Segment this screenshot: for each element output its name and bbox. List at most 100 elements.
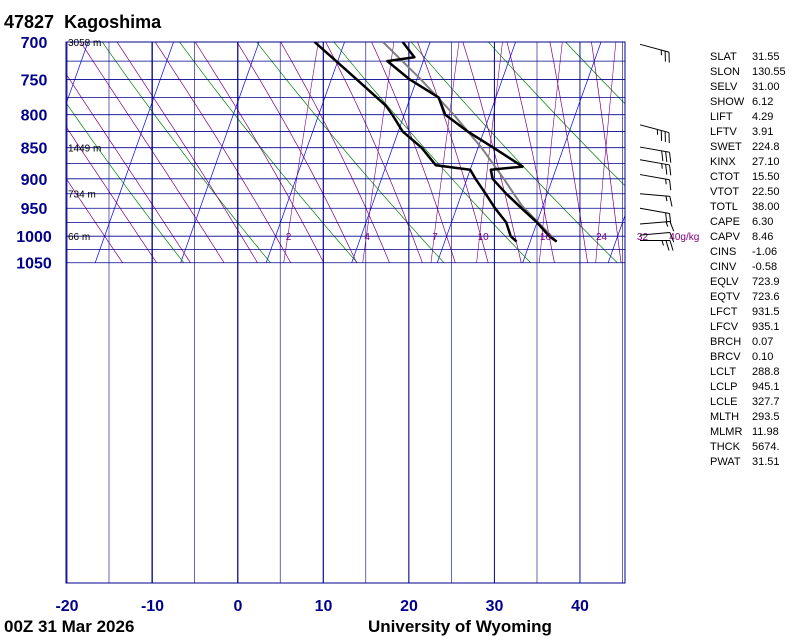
moist-adiabat-line bbox=[462, 42, 522, 263]
index-key: VTOT bbox=[710, 186, 740, 198]
dewpoint-profile-line bbox=[313, 42, 518, 243]
index-row: EQLV 723.9 bbox=[710, 275, 780, 290]
index-key: MLTH bbox=[710, 411, 740, 423]
index-key: LFCV bbox=[710, 321, 739, 333]
mixing-ratio-line bbox=[283, 42, 319, 263]
source-credit: University of Wyoming bbox=[368, 617, 552, 636]
index-value: -1.06 bbox=[752, 246, 778, 258]
moist-adiabat-line bbox=[154, 42, 292, 263]
wind-barb bbox=[639, 124, 670, 144]
moist-adiabat-line bbox=[549, 42, 588, 263]
height-label: 1449 m bbox=[68, 144, 101, 155]
wind-barb-half-flag bbox=[661, 240, 664, 246]
mixing-ratio-label: 4 bbox=[364, 232, 370, 243]
index-value: 31.55 bbox=[752, 51, 780, 63]
wind-barb-flag bbox=[665, 151, 668, 162]
wind-barb-half-flag bbox=[661, 163, 663, 169]
index-value: 3.91 bbox=[752, 126, 774, 138]
moist-adiabat-line bbox=[116, 42, 258, 263]
index-row: CAPE 6.30 bbox=[710, 215, 773, 230]
index-key: CAPV bbox=[710, 231, 740, 243]
index-row: LCLE 327.7 bbox=[710, 395, 780, 410]
y-tick-label: 750 bbox=[21, 73, 48, 90]
mixing-ratio-line bbox=[362, 42, 395, 263]
index-row: CTOT 15.50 bbox=[710, 170, 780, 185]
wind-barb-staff bbox=[639, 193, 670, 197]
wind-barb-half-flag bbox=[665, 221, 669, 227]
index-row: EQTV 723.6 bbox=[710, 290, 780, 305]
index-row: MLMR 11.98 bbox=[710, 425, 779, 440]
index-value: 6.12 bbox=[752, 96, 774, 108]
dry-adiabat-line bbox=[565, 42, 625, 105]
isotherm-line bbox=[94, 42, 174, 263]
index-row: CINV -0.58 bbox=[710, 260, 777, 275]
index-key: TOTL bbox=[710, 201, 738, 213]
wind-barb-flag bbox=[669, 221, 675, 232]
index-key: BRCV bbox=[710, 351, 741, 363]
isotherm-line bbox=[607, 214, 625, 263]
index-row: LIFT 4.29 bbox=[710, 110, 773, 125]
height-label: 66 m bbox=[68, 232, 90, 243]
y-tick-label: 700 bbox=[21, 35, 48, 52]
isotherm-line bbox=[180, 42, 260, 263]
moist-adiabat-line bbox=[194, 42, 325, 263]
wind-barb-staff bbox=[639, 146, 670, 153]
moist-adiabat-line bbox=[66, 177, 123, 263]
mixing-ratio-label: 24 bbox=[596, 232, 608, 243]
y-tick-label: 900 bbox=[21, 172, 48, 189]
wind-barb bbox=[639, 231, 675, 243]
index-row: SWET 224.8 bbox=[710, 140, 780, 155]
temperature-profile-line bbox=[386, 42, 558, 243]
index-row: SLAT 31.55 bbox=[710, 50, 780, 65]
isotherm-line bbox=[66, 42, 89, 106]
index-value: 327.7 bbox=[752, 396, 780, 408]
index-value: 723.6 bbox=[752, 291, 780, 303]
index-key: CAPE bbox=[710, 216, 740, 228]
y-tick-label: 1000 bbox=[16, 229, 52, 246]
index-row: LFCT 931.5 bbox=[710, 305, 780, 320]
moist-adiabat-line bbox=[236, 42, 358, 263]
wind-barb-staff bbox=[639, 43, 670, 53]
index-value: 935.1 bbox=[752, 321, 780, 333]
index-key: CTOT bbox=[710, 171, 740, 183]
mixing-ratio-label: 7 bbox=[432, 232, 438, 243]
index-value: 27.10 bbox=[752, 156, 780, 168]
index-value: -0.58 bbox=[752, 261, 778, 273]
index-key: SWET bbox=[710, 141, 742, 153]
index-key: LFTV bbox=[710, 126, 737, 138]
index-key: MLMR bbox=[710, 426, 743, 438]
height-label: 734 m bbox=[68, 190, 96, 201]
index-key: LCLP bbox=[710, 381, 738, 393]
index-row: PWAT 31.51 bbox=[710, 455, 780, 470]
index-key: CINV bbox=[710, 261, 737, 273]
index-value: 945.1 bbox=[752, 381, 780, 393]
isotherm-line bbox=[265, 42, 345, 263]
wind-barb-half-flag bbox=[665, 179, 667, 185]
wind-barb-staff bbox=[639, 207, 670, 214]
index-row: TOTL 38.00 bbox=[710, 200, 780, 215]
index-key: SELV bbox=[710, 81, 738, 93]
index-key: CINS bbox=[710, 246, 737, 258]
index-row: SHOW 6.12 bbox=[710, 95, 773, 110]
mixing-ratio-line bbox=[595, 42, 617, 263]
index-value: 6.30 bbox=[752, 216, 774, 228]
index-value: 288.8 bbox=[752, 366, 780, 378]
wind-barb-flag bbox=[661, 150, 664, 162]
wind-barb-staff bbox=[639, 159, 670, 166]
wind-barb bbox=[639, 174, 672, 191]
wind-barb-flag bbox=[669, 240, 674, 251]
x-tick-label: -20 bbox=[55, 598, 78, 615]
moist-adiabat-line bbox=[280, 42, 390, 263]
index-row: SELV 31.00 bbox=[710, 80, 780, 95]
index-key: PWAT bbox=[710, 456, 741, 468]
index-value: 5674. bbox=[752, 441, 780, 453]
isotherm-line bbox=[522, 42, 602, 263]
index-value: 224.8 bbox=[752, 141, 780, 153]
wind-barb-half-flag bbox=[665, 195, 668, 202]
x-tick-label: 10 bbox=[315, 598, 333, 615]
index-value: 0.10 bbox=[752, 351, 774, 363]
height-label: 3058 m bbox=[68, 38, 101, 49]
mixing-ratio-line bbox=[430, 42, 460, 263]
wind-barb-staff bbox=[639, 174, 670, 181]
